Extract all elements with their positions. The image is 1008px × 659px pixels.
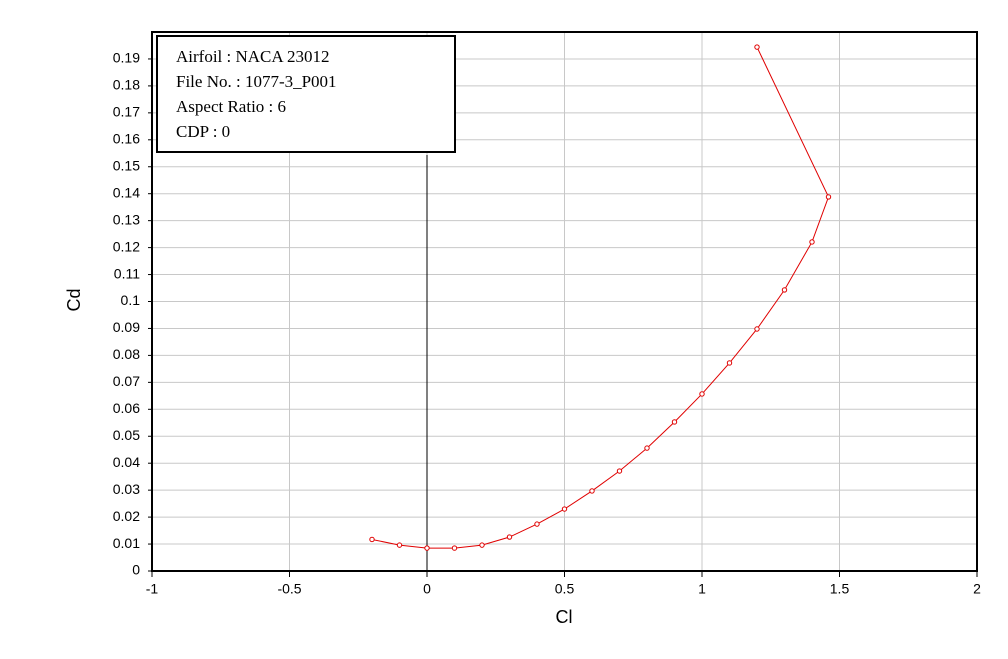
x-tick-label: -1 — [146, 581, 159, 597]
y-tick-label: 0.09 — [113, 319, 140, 335]
data-point — [451, 545, 458, 551]
data-point — [644, 445, 650, 451]
y-tick-label: 0.08 — [113, 346, 140, 362]
info-line: Aspect Ratio : 6 — [176, 97, 286, 116]
data-point — [506, 534, 513, 540]
data-point — [616, 468, 623, 474]
data-point — [726, 360, 733, 366]
x-tick-label: 2 — [973, 581, 981, 597]
data-point — [561, 506, 568, 512]
info-line: CDP : 0 — [176, 122, 230, 141]
y-axis-title: Cd — [64, 288, 84, 311]
x-tick-label: 1.5 — [830, 581, 850, 597]
data-point — [754, 326, 760, 332]
y-tick-label: 0.04 — [113, 454, 140, 470]
data-point — [699, 391, 705, 397]
y-tick-label: 0.03 — [113, 481, 140, 497]
y-tick-label: 0.13 — [113, 211, 140, 227]
y-tick-label: 0.15 — [113, 157, 140, 173]
info-box: Airfoil : NACA 23012 File No. : 1077-3_P0… — [156, 35, 456, 153]
y-tick-label: 0.11 — [114, 265, 140, 281]
x-tick-label: -0.5 — [277, 581, 301, 597]
data-point — [754, 44, 760, 50]
data-point — [589, 488, 595, 494]
y-tick-label: 0 — [132, 562, 140, 578]
x-tick-label: 0.5 — [555, 581, 575, 597]
data-point — [396, 542, 403, 548]
data-point — [781, 287, 788, 293]
y-tick-label: 0.05 — [113, 427, 140, 443]
data-point — [424, 545, 430, 551]
info-frame — [156, 35, 456, 153]
y-tick-label: 0.17 — [113, 104, 140, 120]
y-tick-label: 0.19 — [113, 50, 140, 66]
y-tick-label: 0.07 — [113, 373, 140, 389]
grid — [148, 32, 978, 577]
x-tick-label: 0 — [423, 581, 431, 597]
y-tick-label: 0.01 — [113, 535, 140, 551]
data-point — [534, 521, 540, 527]
data-point — [479, 542, 485, 548]
plot — [369, 44, 832, 551]
data-point — [671, 419, 678, 425]
y-tick-label: 0.14 — [113, 184, 140, 200]
info-line: File No. : 1077-3_P001 — [176, 72, 337, 91]
info-line: Airfoil : NACA 23012 — [176, 47, 329, 66]
data-point — [825, 194, 832, 200]
plot-frame — [151, 31, 978, 572]
y-tick-label: 0.12 — [113, 238, 140, 254]
y-tick-label: 0.18 — [113, 77, 140, 93]
data-point — [369, 536, 375, 543]
data-point — [809, 239, 815, 245]
y-tick-label: 0.02 — [113, 508, 140, 524]
y-tick-label: 0.16 — [113, 131, 140, 147]
x-axis-title: Cl — [556, 607, 573, 627]
x-tick-label: 1 — [698, 581, 706, 597]
y-tick-label: 0.1 — [121, 292, 141, 308]
y-tick-label: 0.06 — [113, 400, 140, 416]
